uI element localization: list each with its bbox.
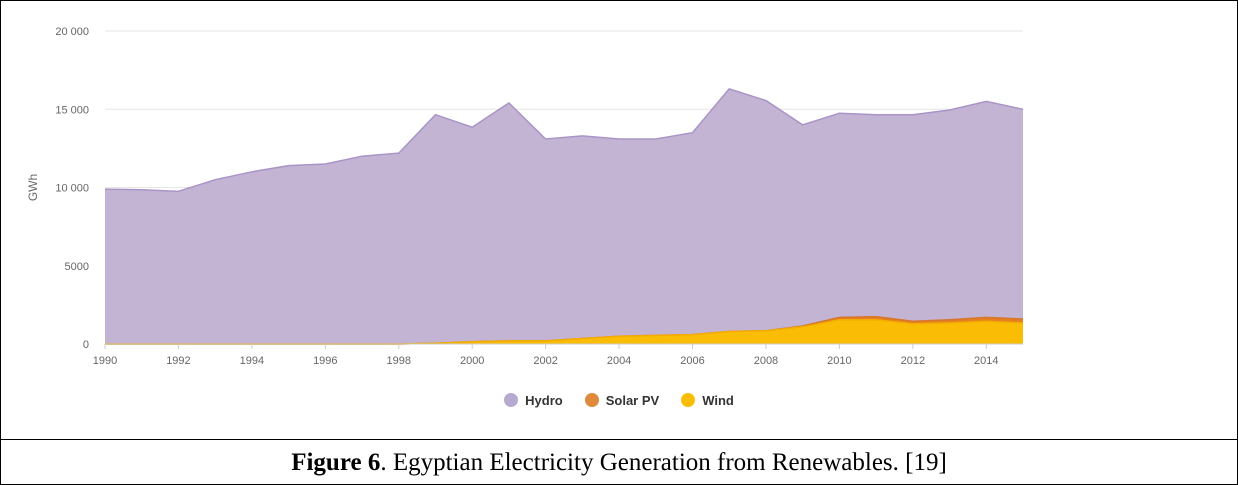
y-tick-label: 5000 (65, 261, 89, 273)
x-tick-label: 2002 (533, 355, 557, 367)
x-tick-label: 2000 (460, 355, 484, 367)
x-tick-label: 2010 (827, 355, 851, 367)
x-tick-label: 1992 (166, 355, 190, 367)
x-tick-label: 1990 (93, 355, 117, 367)
figure-caption-text: . Egyptian Electricity Generation from R… (380, 449, 946, 477)
legend-swatch (681, 393, 695, 407)
chart-legend: Hydro Solar PV Wind (1, 389, 1237, 411)
x-tick-label: 1994 (240, 355, 264, 367)
caption-divider (1, 439, 1237, 440)
x-tick-label: 1996 (313, 355, 337, 367)
legend-label: Solar PV (606, 393, 659, 408)
x-tick-label: 2006 (680, 355, 704, 367)
area-hydro (105, 89, 1023, 344)
area-chart: 0 5000 10 000 15 000 20 000 GWh 1990 1992 1994 19… (1, 1, 1237, 439)
y-tick-label: 0 (83, 339, 89, 351)
y-tick-label: 15 000 (55, 104, 89, 116)
legend-swatch (504, 393, 518, 407)
legend-swatch (585, 393, 599, 407)
legend-item-hydro[interactable]: Hydro (504, 393, 563, 408)
x-tick-label: 2008 (754, 355, 778, 367)
figure-caption-label: Figure 6 (291, 449, 380, 477)
legend-item-solar-pv[interactable]: Solar PV (585, 393, 659, 408)
legend-label: Hydro (525, 393, 563, 408)
y-axis-label: GWh (26, 174, 40, 201)
legend-label: Wind (702, 393, 734, 408)
x-tick-label: 1998 (387, 355, 411, 367)
x-tick-label: 2004 (607, 355, 631, 367)
x-tick-label: 2012 (901, 355, 925, 367)
x-tick-label: 2014 (974, 355, 998, 367)
y-tick-label: 10 000 (55, 183, 89, 195)
y-tick-label: 20 000 (55, 26, 89, 38)
legend-item-wind[interactable]: Wind (681, 393, 734, 408)
figure-caption: Figure 6 . Egyptian Electricity Generati… (1, 441, 1237, 484)
